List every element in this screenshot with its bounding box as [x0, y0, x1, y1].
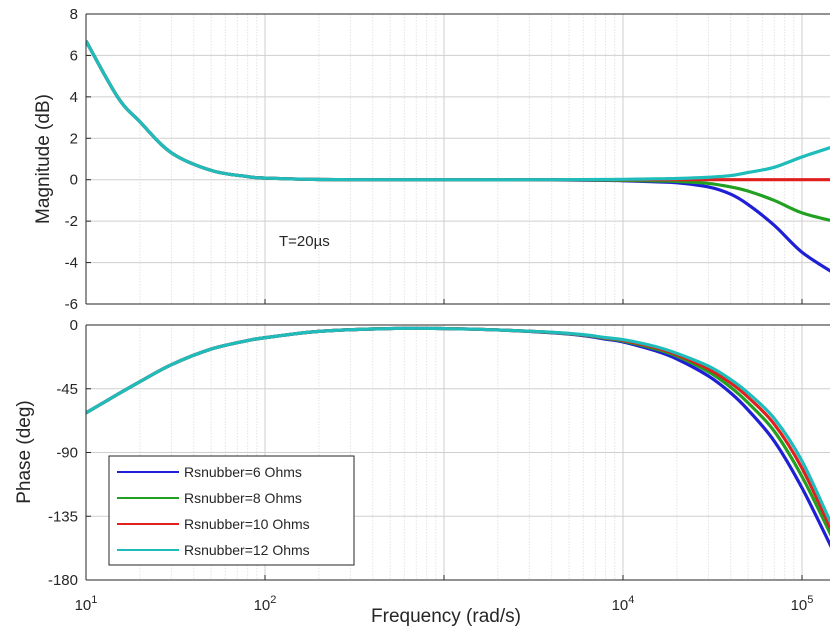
phase-y-tick-label: -45: [56, 381, 78, 398]
x-tick-label: 104: [612, 594, 635, 614]
mag-y-tick-label: -6: [65, 296, 78, 313]
mag-y-tick-label: 6: [70, 47, 78, 64]
phase-y-tick-label: -90: [56, 445, 78, 462]
phase-y-tick-label: 0: [70, 317, 78, 334]
legend-entry-label: Rsnubber=10 Ohms: [184, 516, 310, 532]
mag-y-tick-label: 4: [70, 89, 78, 106]
mag-y-tick-label: 2: [70, 130, 78, 147]
mag-series-line-4: [86, 40, 830, 182]
x-tick-label: 102: [254, 594, 277, 614]
phase-x-tick-marks: [85, 575, 803, 580]
mag-y-tick-label: -2: [65, 213, 78, 230]
legend-entry-label: Rsnubber=8 Ohms: [184, 490, 302, 506]
phase-x-tick-labels: 101 102 104 105: [75, 594, 814, 614]
legend: Rsnubber=6 Ohms Rsnubber=8 Ohms Rsnubber=1…: [108, 455, 355, 566]
frequency-x-axis-label: Frequency (rad/s): [371, 606, 521, 627]
period-annotation: T=20µs: [279, 233, 330, 250]
mag-series: [86, 40, 830, 273]
mag-y-tick-label: 0: [70, 172, 78, 189]
legend-entry-label: Rsnubber=6 Ohms: [184, 464, 302, 480]
magnitude-panel: 8 6 4 2 0 -2 -4 -6: [65, 6, 830, 313]
mag-y-tick-label: -4: [65, 255, 78, 272]
phase-series-line-4: [86, 326, 830, 526]
mag-plot-area: [86, 14, 830, 304]
phase-series: [86, 326, 830, 549]
phase-y-ticks: 0 -45 -90 -135 -180: [48, 317, 91, 589]
mag-x-tick-marks: [85, 299, 803, 304]
legend-entry-label: Rsnubber=12 Ohms: [184, 542, 310, 558]
x-tick-label: 101: [75, 594, 98, 614]
mag-y-ticks: 8 6 4 2 0 -2 -4 -6: [65, 6, 91, 313]
mag-y-tick-label: 8: [70, 6, 78, 23]
x-tick-label: 105: [791, 594, 814, 614]
phase-y-tick-label: -135: [48, 508, 78, 525]
phase-y-tick-label: -180: [48, 572, 78, 589]
phase-grid: [86, 325, 830, 580]
legend-box: [108, 455, 355, 566]
phase-y-axis-label: Phase (deg): [14, 400, 35, 504]
magnitude-y-axis-label: Magnitude (dB): [33, 94, 54, 224]
